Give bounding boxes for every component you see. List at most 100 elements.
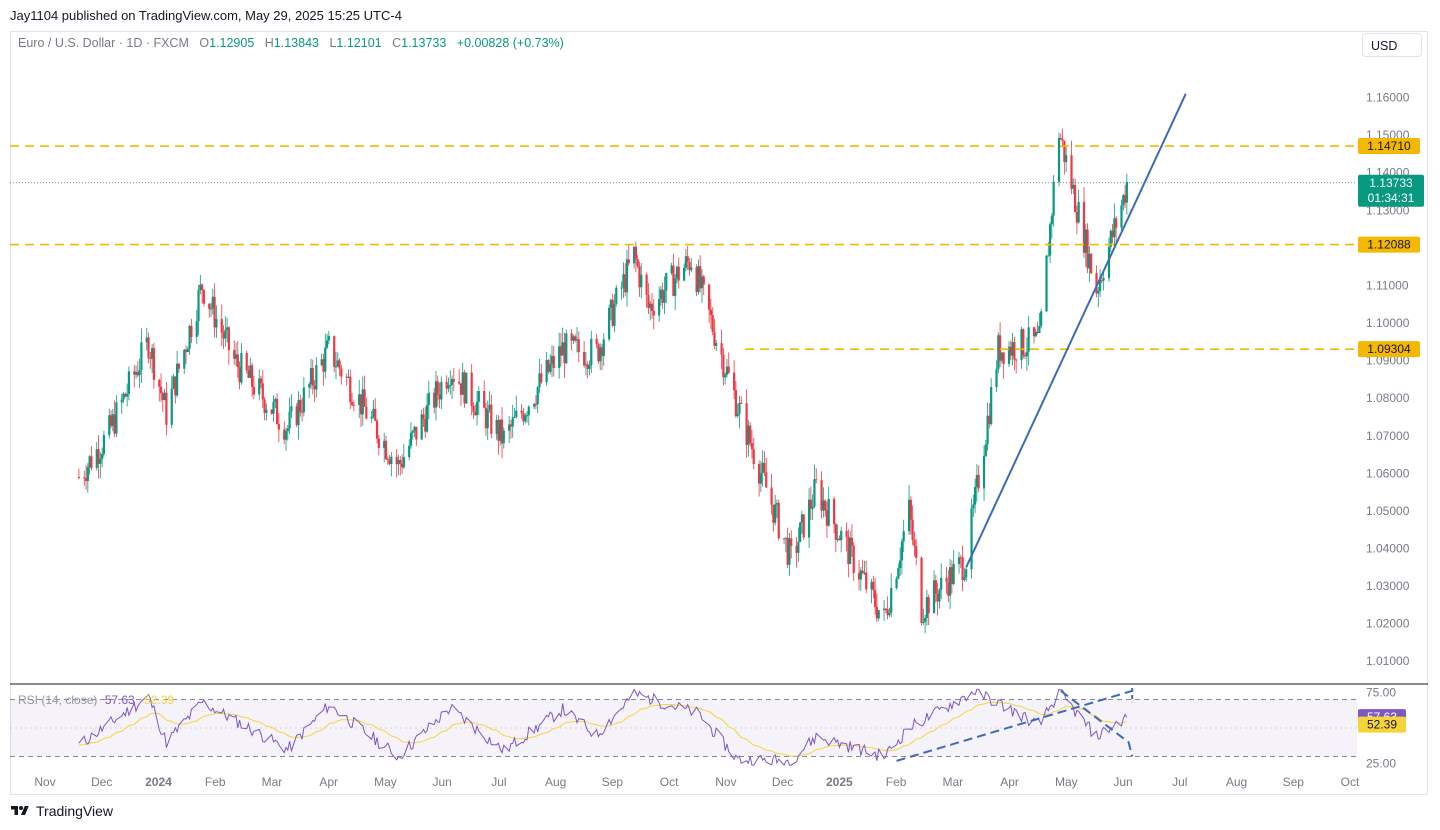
candle-body	[840, 530, 843, 541]
time-tick-label: Jul	[491, 775, 506, 789]
candle-body	[509, 424, 513, 427]
candle-body	[1025, 351, 1028, 357]
candle-body	[663, 290, 666, 303]
candle-body	[952, 564, 955, 584]
candle-body	[799, 522, 802, 542]
tradingview-logo-icon	[11, 806, 29, 815]
candle-body	[472, 405, 475, 412]
candle-body	[613, 303, 616, 326]
candle-body	[859, 570, 862, 580]
candle-body	[199, 284, 202, 291]
candle-body	[563, 342, 566, 364]
candle-body	[422, 414, 425, 419]
candle-body	[852, 545, 855, 574]
candle-body	[686, 256, 689, 262]
time-tick-label: May	[374, 775, 397, 789]
candle-body	[1125, 182, 1128, 203]
candle-body	[109, 415, 113, 426]
candle-body	[777, 503, 780, 539]
symbol-legend: Euro / U.S. Dollar · 1D · FXCM O1.12905 …	[18, 36, 564, 50]
candle-body	[486, 409, 489, 429]
candle-body	[1073, 184, 1077, 213]
candle-body	[1107, 247, 1111, 279]
candle-body	[86, 467, 89, 482]
candle-body	[577, 339, 580, 353]
candle-body	[690, 267, 693, 271]
candle-body	[732, 372, 736, 391]
candle-body	[120, 399, 123, 403]
candle-body	[334, 366, 338, 368]
candle-body	[795, 545, 798, 553]
candle-body	[950, 567, 953, 584]
candle-body	[936, 593, 939, 602]
candle-body	[361, 389, 364, 415]
candle-body	[490, 404, 493, 434]
open-value: 1.12905	[209, 36, 255, 50]
candle-body	[970, 508, 973, 570]
candle-body	[202, 290, 205, 304]
time-tick-label: 2024	[145, 775, 172, 789]
candle-body	[552, 355, 555, 368]
candle-body	[583, 352, 586, 366]
candle-body	[877, 610, 880, 619]
candle-body	[1111, 230, 1114, 238]
low-label: L	[329, 36, 337, 50]
candle-body	[225, 327, 229, 331]
candle-body	[140, 342, 143, 371]
change-value: +0.00828 (+0.73%)	[456, 36, 564, 50]
time-tick-label: Feb	[886, 775, 907, 789]
candle-body	[452, 379, 455, 382]
candle-body	[224, 330, 227, 339]
candle-body	[586, 364, 589, 369]
candle-body	[661, 289, 664, 303]
time-tick-label: Feb	[205, 775, 226, 789]
candle-body	[400, 463, 404, 468]
time-tick-label: Sep	[602, 775, 624, 789]
candle-body	[561, 342, 564, 356]
candle-body	[790, 538, 793, 546]
candle-body	[145, 337, 148, 343]
candle-body	[550, 355, 554, 364]
candle-body	[677, 266, 680, 281]
candle-body	[508, 424, 511, 431]
candle-body	[622, 274, 625, 288]
candle-body	[697, 266, 700, 293]
candle-body	[209, 308, 213, 310]
candle-body	[527, 406, 530, 416]
candle-body	[899, 560, 902, 569]
candle-body	[1120, 205, 1123, 228]
candle-body	[152, 348, 155, 380]
candle-body	[1063, 140, 1066, 162]
candle-body	[747, 425, 750, 445]
candle-body	[522, 413, 525, 422]
rsi-ma-tag	[1358, 716, 1406, 733]
candle-body	[832, 498, 836, 525]
candle-body	[1123, 195, 1127, 203]
candle-body	[234, 354, 238, 359]
candle-body	[984, 444, 987, 457]
time-tick-label: Jun	[1113, 775, 1132, 789]
candle-body	[870, 581, 873, 590]
candle-body	[1072, 184, 1075, 189]
candle-body	[590, 338, 593, 366]
candle-body	[565, 333, 568, 364]
candle-body	[649, 303, 652, 308]
candle-body	[638, 266, 641, 288]
candle-body	[986, 415, 989, 445]
candle-body	[872, 581, 875, 591]
price-tick-label: 1.07000	[1366, 429, 1410, 443]
candle-body	[784, 537, 787, 539]
candle-body	[895, 578, 898, 588]
candle-body	[909, 499, 912, 520]
candle-body	[1020, 329, 1023, 361]
candle-body	[375, 420, 379, 439]
candle-body	[338, 360, 341, 369]
candle-body	[411, 431, 414, 433]
candle-body	[995, 369, 998, 388]
candle-body	[447, 385, 450, 389]
candle-body	[258, 378, 261, 395]
candle-body	[724, 374, 727, 378]
currency-button[interactable]: USD	[1362, 33, 1422, 57]
candle-body	[1075, 212, 1078, 223]
